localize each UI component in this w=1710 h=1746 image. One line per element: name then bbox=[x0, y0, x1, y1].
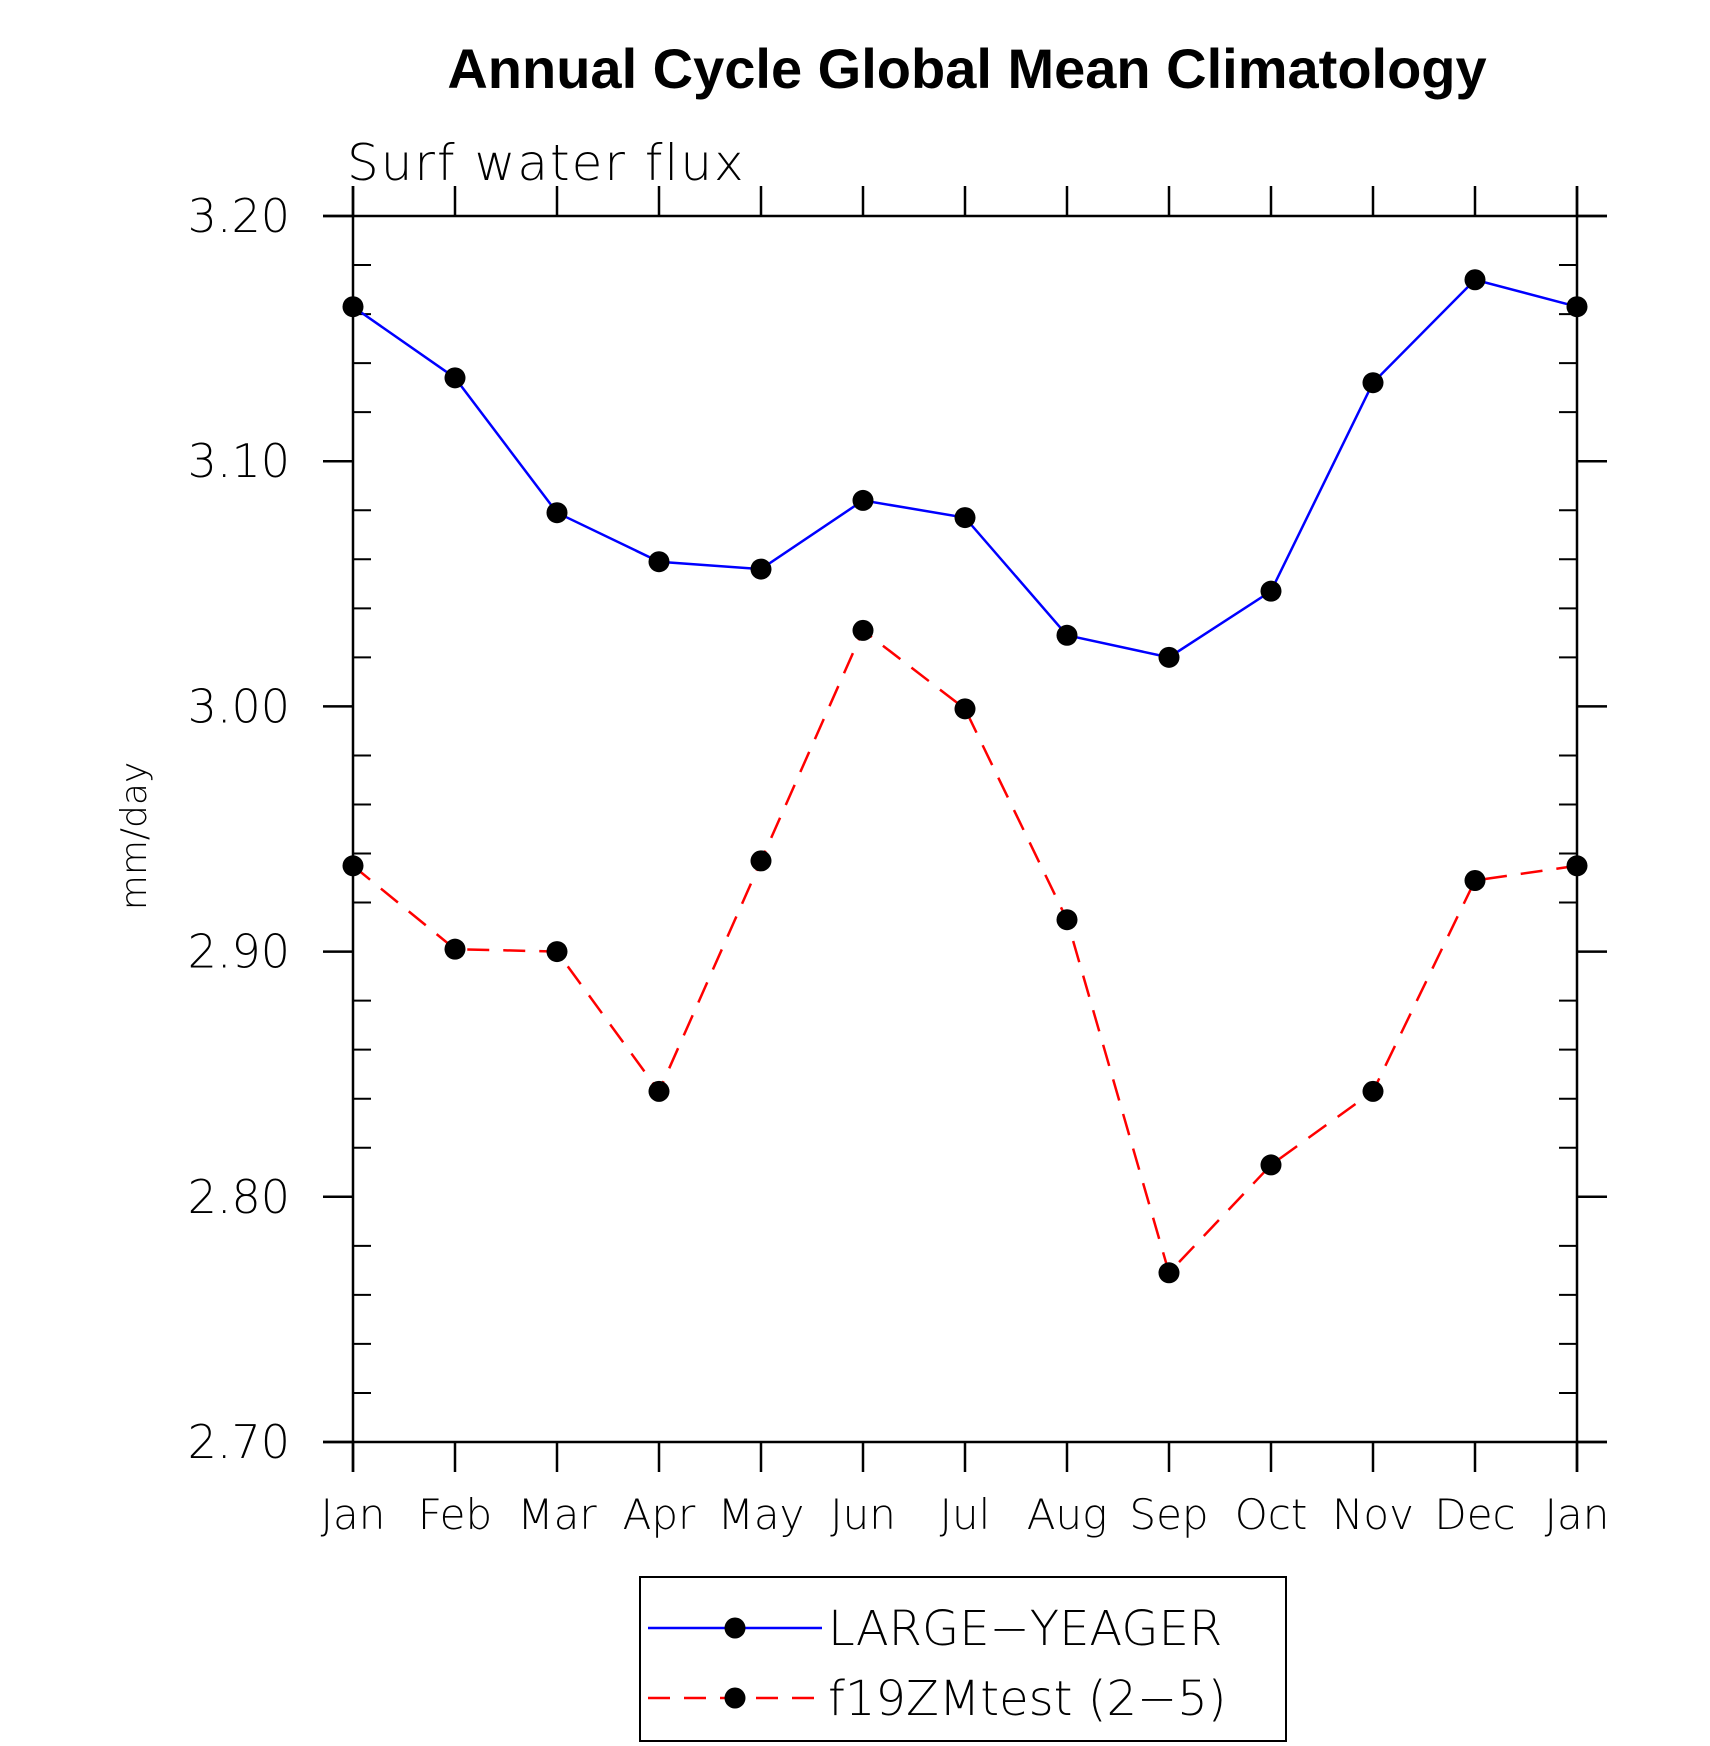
legend-box bbox=[639, 1576, 1287, 1742]
plot-axes: Jan Feb Mar Apr May Jun Jul Aug Sep Oct Nov Dec Jan 2… bbox=[188, 186, 1610, 1539]
data-point bbox=[852, 619, 874, 641]
series-2 bbox=[342, 619, 1588, 1284]
data-point bbox=[1056, 624, 1078, 646]
data-point bbox=[648, 1080, 670, 1102]
legend: LARGE−YEAGER f19ZMtest (2−5) bbox=[639, 1576, 1287, 1742]
chart-subtitle: Surf water flux bbox=[347, 134, 746, 192]
data-point bbox=[750, 558, 772, 580]
series-line bbox=[352, 628, 1578, 1276]
y-tick-label: 2.80 bbox=[188, 1170, 290, 1224]
x-tick-label: May bbox=[718, 1490, 805, 1539]
y-tick-label: 3.10 bbox=[188, 434, 290, 488]
x-tick-label: Oct bbox=[1235, 1490, 1308, 1539]
y-tick-label: 2.70 bbox=[188, 1415, 290, 1469]
data-point bbox=[1362, 1080, 1384, 1102]
series-1 bbox=[342, 269, 1588, 668]
x-tick-label: Mar bbox=[517, 1490, 597, 1539]
data-point bbox=[1056, 909, 1078, 931]
data-point bbox=[1362, 372, 1384, 394]
y-tick-label: 3.20 bbox=[188, 189, 290, 243]
x-tick-label: Apr bbox=[623, 1490, 696, 1539]
x-tick-label: Aug bbox=[1027, 1490, 1108, 1539]
x-tick-label: Nov bbox=[1332, 1490, 1414, 1539]
data-point bbox=[648, 551, 670, 573]
x-tick-label: Jul bbox=[940, 1490, 991, 1539]
x-tick-label: Jan bbox=[1545, 1490, 1610, 1539]
data-point bbox=[546, 941, 568, 963]
data-point bbox=[342, 855, 364, 877]
legend-marker bbox=[724, 1687, 746, 1709]
data-point bbox=[750, 850, 772, 872]
series-line bbox=[352, 278, 1578, 659]
data-point bbox=[1566, 296, 1588, 318]
data-point bbox=[1158, 646, 1180, 668]
x-tick-label: Feb bbox=[418, 1490, 492, 1539]
legend-marker bbox=[724, 1617, 746, 1639]
legend-label: LARGE−YEAGER bbox=[828, 1601, 1222, 1657]
data-point bbox=[1158, 1262, 1180, 1284]
x-tick-label: Jan bbox=[321, 1490, 386, 1539]
x-tick-label: Sep bbox=[1129, 1490, 1208, 1539]
data-point bbox=[1464, 869, 1486, 891]
data-point bbox=[342, 296, 364, 318]
x-tick-label: Jun bbox=[830, 1490, 896, 1539]
y-tick-label: 3.00 bbox=[188, 679, 290, 733]
y-axis-label: mm/day bbox=[114, 762, 155, 910]
chart-title: Annual Cycle Global Mean Climatology bbox=[447, 37, 1486, 100]
data-point bbox=[954, 698, 976, 720]
y-tick-label: 2.90 bbox=[188, 925, 290, 979]
data-point bbox=[1566, 855, 1588, 877]
data-point bbox=[444, 938, 466, 960]
x-tick-label: Dec bbox=[1434, 1490, 1515, 1539]
data-point bbox=[852, 489, 874, 511]
data-point bbox=[1260, 580, 1282, 602]
data-point bbox=[546, 502, 568, 524]
data-point bbox=[1260, 1154, 1282, 1176]
series-layer bbox=[342, 269, 1588, 1284]
data-point bbox=[444, 367, 466, 389]
legend-label: f19ZMtest (2−5) bbox=[828, 1671, 1226, 1727]
data-point bbox=[1464, 269, 1486, 291]
data-point bbox=[954, 507, 976, 529]
